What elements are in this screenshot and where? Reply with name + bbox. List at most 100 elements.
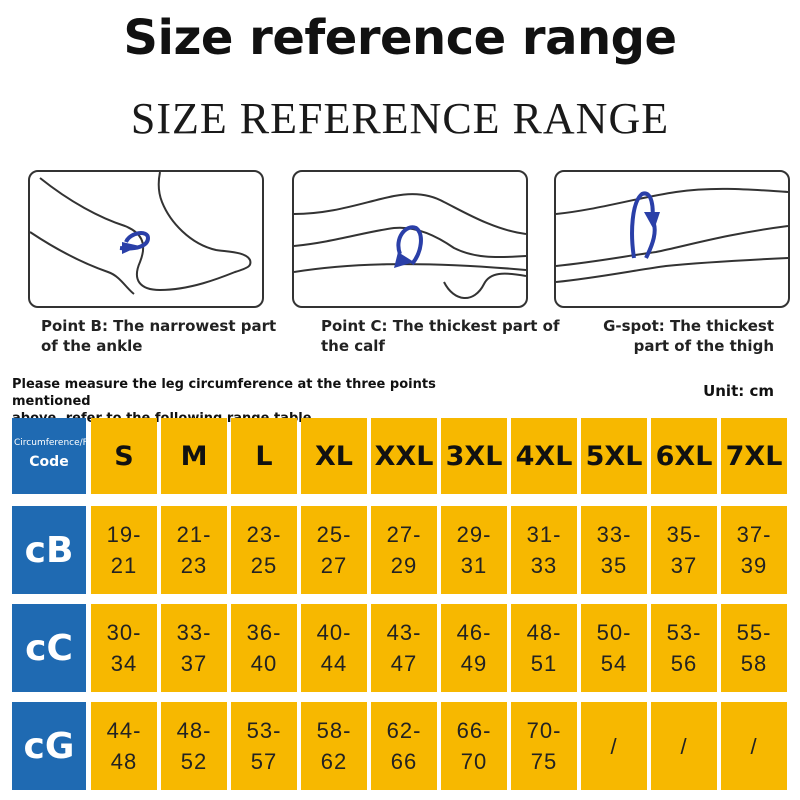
cell-max: 52	[180, 749, 208, 774]
table-cell: 70- 75	[511, 702, 577, 790]
cell-min: 23-	[246, 522, 282, 547]
table-cell: 29- 31	[441, 506, 507, 594]
calf-caption-line1: Point C: The thickest part of	[321, 317, 560, 335]
ankle-caption-line2: of the ankle	[41, 337, 143, 355]
cell-max: 70	[460, 749, 488, 774]
table-cell: 48- 52	[161, 702, 227, 790]
table-cell: 27- 29	[371, 506, 437, 594]
table-cell: /	[721, 702, 787, 790]
cell-max: 66	[390, 749, 418, 774]
instruction-line1: Please measure the leg circumference at …	[12, 377, 436, 409]
cell-min: 66-	[456, 718, 492, 743]
cell-max: 39	[740, 553, 768, 578]
row-label-cg: cG	[12, 702, 86, 790]
cell-min: 40-	[316, 620, 352, 645]
table-cell: 53- 56	[651, 604, 717, 692]
table-cell: 55- 58	[721, 604, 787, 692]
page-title: Size reference range	[123, 10, 677, 66]
cell-min: 25-	[316, 522, 352, 547]
unit-label: Unit: cm	[703, 382, 774, 400]
cell-min: 21-	[176, 522, 212, 547]
cell-max: 35	[600, 553, 628, 578]
table-cell: 31- 33	[511, 506, 577, 594]
calf-caption: Point C: The thickest part of the calf	[321, 316, 559, 356]
cell-max: 37	[670, 553, 698, 578]
cell-max: 27	[320, 553, 348, 578]
cell-max: 33	[530, 553, 558, 578]
thigh-measure-icon	[556, 187, 788, 283]
cell-empty-mark: /	[680, 733, 688, 759]
cell-empty-mark: /	[750, 733, 758, 759]
size-header-7xl: 7XL	[721, 418, 787, 494]
cell-min: 48-	[526, 620, 562, 645]
page-subtitle: SIZE REFERENCE RANGE	[130, 94, 670, 143]
ankle-caption: Point B: The narrowest part of the ankle	[41, 316, 276, 356]
cell-min: 37-	[736, 522, 772, 547]
thigh-caption-line2: part of the thigh	[633, 337, 774, 355]
table-cell: 53- 57	[231, 702, 297, 790]
cell-max: 47	[390, 651, 418, 676]
calf-caption-line2: the calf	[321, 337, 385, 355]
calf-panel	[292, 170, 528, 308]
table-cell: 37- 39	[721, 506, 787, 594]
cell-max: 25	[250, 553, 278, 578]
cell-max: 31	[460, 553, 488, 578]
table-cell: 23- 25	[231, 506, 297, 594]
thigh-caption-line1: G-spot: The thickest	[603, 317, 774, 335]
table-cell: 30- 34	[91, 604, 157, 692]
cell-min: 53-	[666, 620, 702, 645]
table-cell: 50- 54	[581, 604, 647, 692]
table-cell: /	[651, 702, 717, 790]
table-cell: 36- 40	[231, 604, 297, 692]
cell-max: 44	[320, 651, 348, 676]
cell-min: 27-	[386, 522, 422, 547]
cell-max: 40	[250, 651, 278, 676]
cell-min: 33-	[176, 620, 212, 645]
cell-min: 46-	[456, 620, 492, 645]
cell-min: 58-	[316, 718, 352, 743]
cell-min: 44-	[106, 718, 142, 743]
cell-min: 55-	[736, 620, 772, 645]
cell-max: 54	[600, 651, 628, 676]
table-cell: 33- 35	[581, 506, 647, 594]
table-cell: 40- 44	[301, 604, 367, 692]
table-cell: 25- 27	[301, 506, 367, 594]
cell-max: 37	[180, 651, 208, 676]
cell-max: 56	[670, 651, 698, 676]
size-header-xxl: XXL	[371, 418, 437, 494]
calf-measure-icon	[294, 193, 526, 299]
size-header-xl: XL	[301, 418, 367, 494]
row-label-cb: cB	[12, 506, 86, 594]
size-header-5xl: 5XL	[581, 418, 647, 494]
cell-min: 35-	[666, 522, 702, 547]
size-header-l: L	[231, 418, 297, 494]
size-header-m: M	[161, 418, 227, 494]
cell-min: 53-	[246, 718, 282, 743]
cell-max: 21	[110, 553, 138, 578]
cell-max: 49	[460, 651, 488, 676]
table-cell: 21- 23	[161, 506, 227, 594]
size-header-3xl: 3XL	[441, 418, 507, 494]
cell-min: 70-	[526, 718, 562, 743]
cell-max: 23	[180, 553, 208, 578]
corner-header-label: Circumference/Foot	[14, 438, 86, 448]
cell-min: 29-	[456, 522, 492, 547]
cell-min: 36-	[246, 620, 282, 645]
ankle-caption-line1: Point B: The narrowest part	[41, 317, 277, 335]
cell-min: 48-	[176, 718, 212, 743]
cell-min: 33-	[596, 522, 632, 547]
ankle-panel	[28, 170, 264, 308]
table-cell: 35- 37	[651, 506, 717, 594]
table-cell: 62- 66	[371, 702, 437, 790]
thigh-caption: G-spot: The thickest part of the thigh	[600, 316, 774, 356]
cell-min: 50-	[596, 620, 632, 645]
thigh-panel	[554, 170, 790, 308]
cell-min: 31-	[526, 522, 562, 547]
table-cell: 66- 70	[441, 702, 507, 790]
cell-max: 58	[740, 651, 768, 676]
size-header-4xl: 4XL	[511, 418, 577, 494]
table-cell: 46- 49	[441, 604, 507, 692]
cell-max: 48	[110, 749, 138, 774]
cell-min: 19-	[106, 522, 142, 547]
table-cell: 19- 21	[91, 506, 157, 594]
